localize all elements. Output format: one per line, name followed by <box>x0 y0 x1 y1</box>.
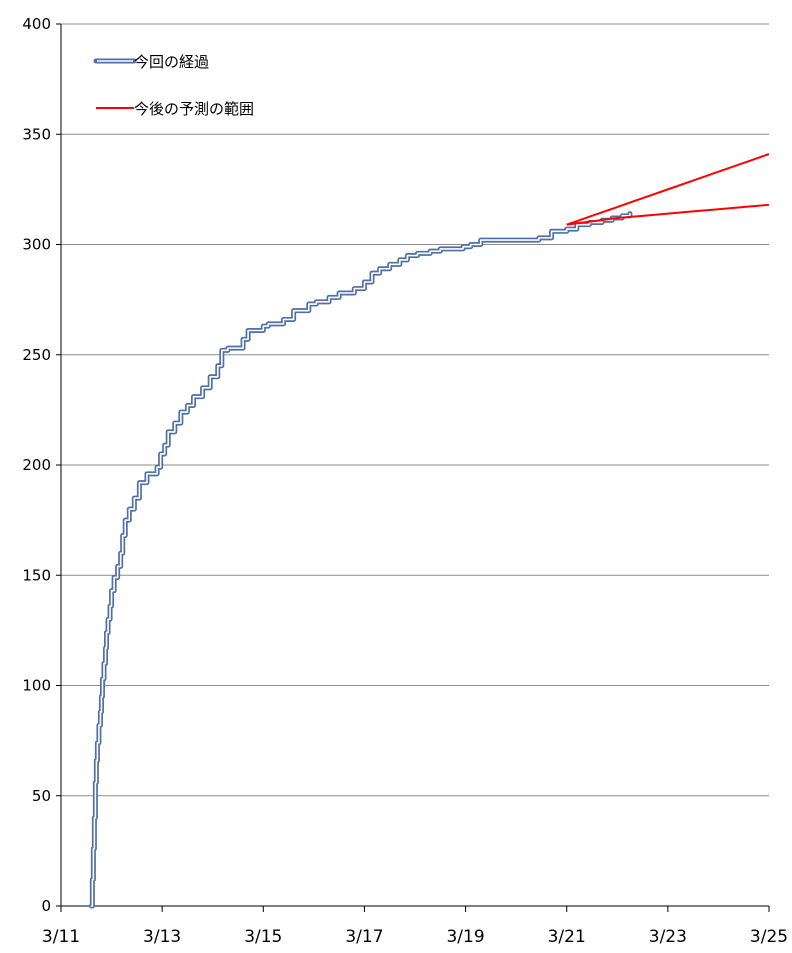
legend-label: 今回の経過 <box>134 53 209 71</box>
axes <box>56 23 770 912</box>
y-tick-label: 100 <box>22 677 51 695</box>
x-tick-label: 3/25 <box>750 927 788 947</box>
y-tick-label: 300 <box>22 236 51 254</box>
x-tick-label: 3/11 <box>42 927 80 947</box>
series-line-observed-outer <box>88 211 633 909</box>
grid <box>61 23 769 797</box>
x-tick-label: 3/21 <box>548 927 586 947</box>
y-tick-labels: 0 50 100 150 200 250 300 350 400 <box>22 15 51 915</box>
y-tick-label: 150 <box>22 566 51 584</box>
legend-label: 今後の予測の範囲 <box>134 100 254 118</box>
x-tick-label: 3/17 <box>345 927 383 947</box>
x-tick-labels: 3/11 3/13 3/15 3/17 3/19 3/21 3/23 3/25 <box>42 927 788 947</box>
series-line-observed-inner <box>90 212 631 907</box>
y-tick-label: 250 <box>22 346 51 364</box>
y-tick-label: 350 <box>22 125 51 143</box>
series-lines <box>88 153 770 909</box>
series-line-forecast-2 <box>566 203 770 226</box>
y-tick-label: 400 <box>22 15 51 33</box>
y-tick-label: 200 <box>22 456 51 474</box>
series-line-forecast-1 <box>566 153 770 226</box>
x-tick-label: 3/15 <box>244 927 282 947</box>
x-tick-label: 3/13 <box>143 927 181 947</box>
y-tick-label: 50 <box>32 787 51 805</box>
y-tick-label: 0 <box>41 897 51 915</box>
x-tick-label: 3/19 <box>446 927 484 947</box>
x-tick-label: 3/23 <box>649 927 687 947</box>
